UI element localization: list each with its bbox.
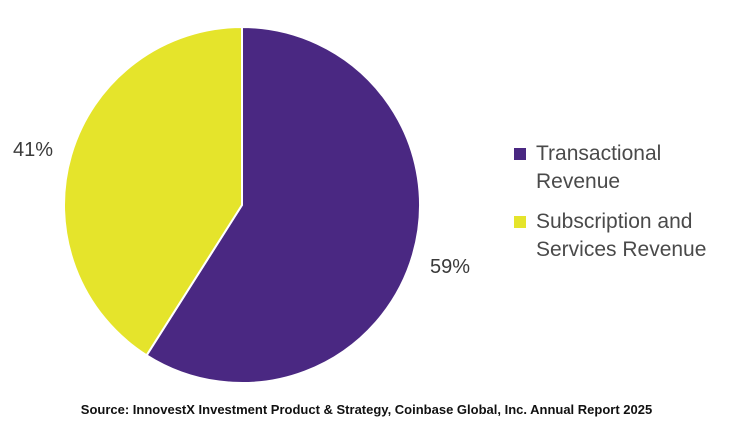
slice-label-subscription: 41%: [13, 139, 54, 161]
legend-label-transactional-line1: Transactional: [536, 142, 662, 165]
legend-swatch-transactional: [514, 148, 526, 160]
pie-chart: [63, 25, 421, 384]
legend-label-transactional-line2: Revenue: [536, 170, 621, 193]
legend-label-subscription-line2: Services Revenue: [536, 238, 707, 261]
pie-slice-subscription: [63, 25, 243, 357]
source-note: Source: InnovestX Investment Product & S…: [80, 402, 653, 417]
legend-item-subscription: Subscription and Services Revenue: [514, 208, 733, 264]
legend: Transactional Revenue Subscription and S…: [514, 140, 733, 276]
legend-item-transactional: Transactional Revenue: [514, 140, 733, 196]
slice-label-transactional: 59%: [430, 256, 471, 278]
pie-slice-transactional: [145, 25, 421, 384]
legend-swatch-subscription: [514, 216, 526, 228]
legend-label-subscription-line1: Subscription and: [536, 210, 693, 233]
